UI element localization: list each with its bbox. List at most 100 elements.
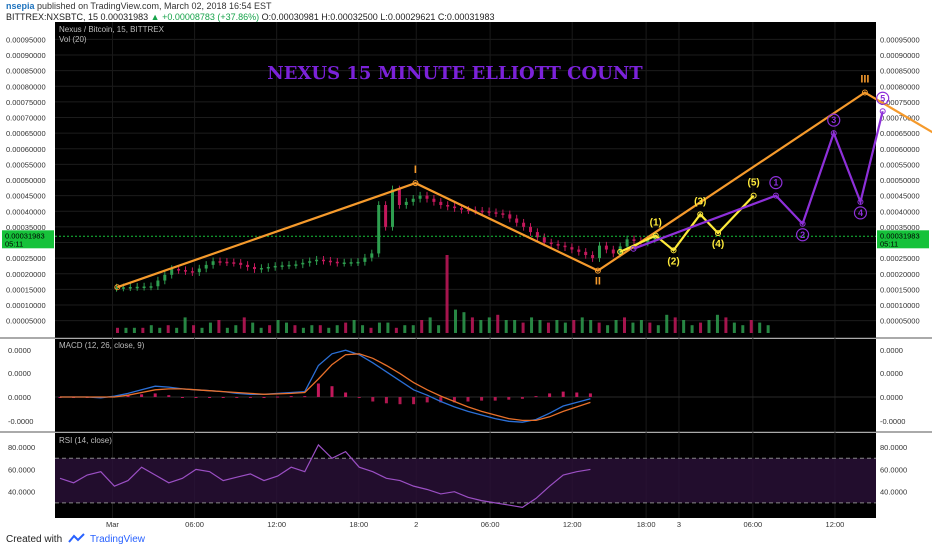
rsi-y-tick-right: 80.0000 <box>880 443 907 452</box>
candle <box>156 280 160 287</box>
volume-bar <box>352 320 356 333</box>
macd-y-tick-left: 0.0000 <box>8 346 31 355</box>
volume-bar <box>310 325 314 333</box>
volume-bar <box>665 314 669 333</box>
y-tick-right: 0.00080000 <box>880 82 920 91</box>
candle <box>363 257 367 262</box>
y-tick-left: 0.00005000 <box>6 317 46 326</box>
candle <box>584 251 588 255</box>
candle <box>453 206 457 209</box>
candle <box>204 264 208 269</box>
macd-hist-bar <box>439 397 443 403</box>
candle <box>308 261 312 263</box>
volume-bar <box>141 327 145 333</box>
minor-wave-label: (4) <box>712 239 724 250</box>
volume-bar <box>318 325 322 333</box>
macd-hist-bar <box>357 397 361 398</box>
volume-bar <box>496 314 500 333</box>
candle <box>177 269 181 271</box>
y-tick-left: 0.00065000 <box>6 129 46 138</box>
y-tick-left: 0.00010000 <box>6 301 46 310</box>
macd-hist-bar <box>507 397 511 400</box>
macd-hist-bar <box>180 397 184 398</box>
last-price-tag-left <box>2 230 54 249</box>
candle <box>625 239 629 247</box>
y-tick-right: 0.00020000 <box>880 270 920 279</box>
major-wave-pivot <box>594 267 601 274</box>
x-tick-label: 06:00 <box>743 520 762 528</box>
projection-wave-label-ring <box>769 176 783 190</box>
volume-bar <box>369 327 373 333</box>
y-tick-left: 0.00055000 <box>6 160 46 169</box>
price-change: +0.00008783 (+37.86%) <box>162 12 260 22</box>
x-tick-label: 18:00 <box>349 520 368 528</box>
volume-bar <box>301 327 305 333</box>
rsi-y-tick-left: 80.0000 <box>8 443 35 452</box>
macd-hist-bar <box>344 392 348 397</box>
candle <box>542 237 546 243</box>
macd-hist-bar <box>126 395 130 397</box>
candle <box>370 253 374 258</box>
candle <box>487 211 491 213</box>
x-tick-label: 2 <box>414 520 418 528</box>
volume-bar <box>749 320 753 333</box>
projection-wave-label-ring <box>876 91 890 105</box>
volume-label: Vol (20) <box>59 35 87 44</box>
footer: Created with TradingView <box>0 528 932 550</box>
volume-bar <box>732 322 736 333</box>
candle <box>128 287 132 289</box>
volume-bar <box>166 325 170 333</box>
volume-bar <box>268 325 272 333</box>
volume-bar <box>682 320 686 333</box>
symbol-label: BITTREX:NXSBTC, 15 <box>6 12 99 22</box>
y-tick-right: 0.00095000 <box>880 35 920 44</box>
macd-line <box>60 349 591 423</box>
candle <box>211 261 215 265</box>
last-price-time: 05:11 <box>880 239 898 248</box>
volume-bar <box>614 320 618 333</box>
candle <box>335 261 339 264</box>
volume-bar <box>479 320 483 333</box>
x-tick-label: 12:00 <box>563 520 582 528</box>
publish-line: nsepia published on TradingView.com, Mar… <box>6 1 272 11</box>
candle <box>170 269 174 275</box>
candle <box>397 189 401 205</box>
macd-hist-bar <box>194 397 198 398</box>
macd-hist-bar <box>493 397 497 401</box>
volume-bar <box>766 325 770 333</box>
y-tick-right: 0.00005000 <box>880 317 920 326</box>
last-price-tag-right <box>877 230 929 249</box>
candle <box>253 266 256 270</box>
close-value: C:0.00031983 <box>437 12 495 22</box>
y-tick-right: 0.00040000 <box>880 207 920 216</box>
volume-bar <box>580 317 584 333</box>
volume-bar <box>175 327 179 333</box>
y-tick-left: 0.00035000 <box>6 223 46 232</box>
y-tick-left: 0.00020000 <box>6 270 46 279</box>
macd-hist-bar <box>548 393 552 397</box>
minor-wave-pivot <box>697 211 704 218</box>
volume-bar <box>707 320 711 333</box>
projection-wave-label: 5 <box>880 93 885 103</box>
chart-canvas[interactable]: 0.00095000 0.00095000 0.00090000 0.00090000… <box>0 0 932 528</box>
rsi-line <box>59 443 591 508</box>
volume-bars <box>116 255 770 333</box>
volume-bar <box>208 322 212 333</box>
volume-bar <box>116 327 119 333</box>
major-wave-label: II <box>595 276 601 288</box>
x-tick-label: Mar <box>106 520 119 528</box>
candle <box>301 262 305 265</box>
x-tick-label: 3 <box>677 520 681 528</box>
tradingview-brand-link[interactable]: TradingView <box>90 534 146 545</box>
volume-bar <box>513 320 517 333</box>
candle <box>142 286 146 289</box>
candle <box>287 264 291 267</box>
author-link[interactable]: nsepia <box>6 1 35 11</box>
volume-bar <box>487 317 491 333</box>
candle <box>190 271 194 273</box>
y-tick-left: 0.00095000 <box>6 35 46 44</box>
volume-bar <box>132 327 136 333</box>
low-value: L:0.00029621 <box>380 12 436 22</box>
macd-hist-bar <box>480 397 484 401</box>
volume-bar <box>394 327 398 333</box>
